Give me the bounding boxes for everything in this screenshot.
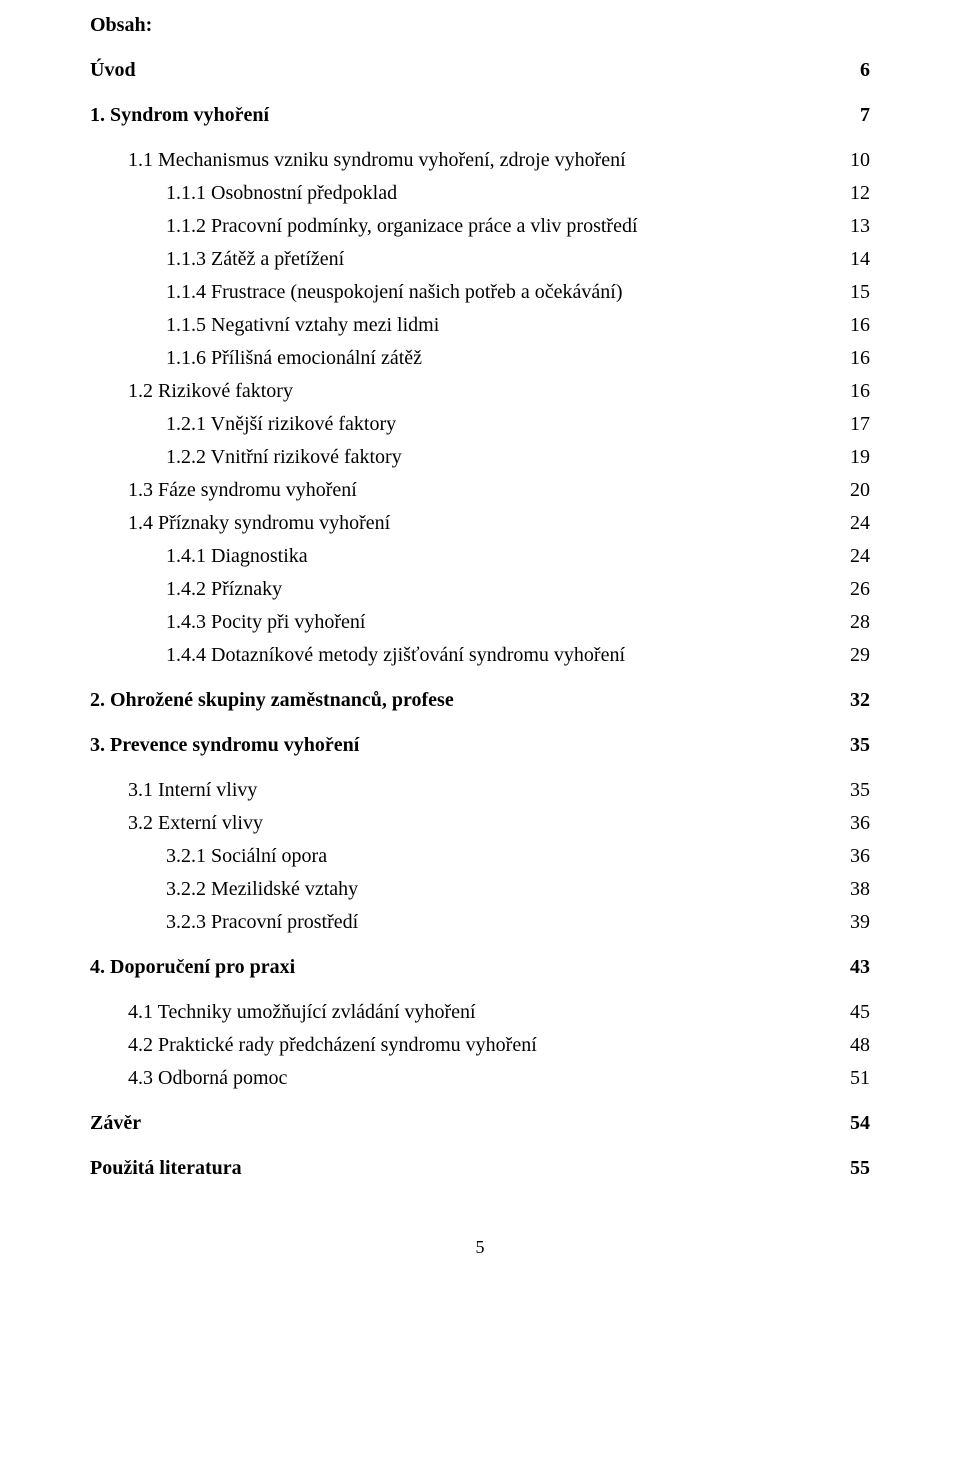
toc-entry: 3.2.1 Sociální opora 36 [90, 841, 870, 872]
toc-entry: 1. Syndrom vyhoření 7 [90, 100, 870, 131]
toc-entry: Závěr 54 [90, 1108, 870, 1139]
toc-entry-page: 36 [842, 841, 870, 872]
toc-entry-label: 3.2.2 Mezilidské vztahy [166, 874, 358, 905]
toc-entry-label: 1.1.4 Frustrace (neuspokojení našich pot… [166, 277, 623, 308]
toc-entry-label: 1.4.2 Příznaky [166, 574, 282, 605]
toc-entry-label: 1.1.3 Zátěž a přetížení [166, 244, 344, 275]
toc-entry: 1.4.4 Dotazníkové metody zjišťování synd… [90, 640, 870, 671]
toc-entry: 1.4.3 Pocity při vyhoření 28 [90, 607, 870, 638]
toc-entry-label: 4. Doporučení pro praxi [90, 952, 295, 983]
toc-entry-label: 3.2.3 Pracovní prostředí [166, 907, 358, 938]
toc-entry-label: 1.4.1 Diagnostika [166, 541, 308, 572]
toc-entry-page: 14 [842, 244, 870, 275]
toc-entry-page: 36 [842, 808, 870, 839]
toc-entry: 1.1.3 Zátěž a přetížení 14 [90, 244, 870, 275]
toc-entry: 3.2 Externí vlivy 36 [90, 808, 870, 839]
toc-entry-label: 1.2.1 Vnější rizikové faktory [166, 409, 396, 440]
toc-entry: 1.2.1 Vnější rizikové faktory 17 [90, 409, 870, 440]
toc-entry: Použitá literatura 55 [90, 1153, 870, 1184]
toc-entry: 4.3 Odborná pomoc 51 [90, 1063, 870, 1094]
toc-entry: 3.2.2 Mezilidské vztahy 38 [90, 874, 870, 905]
toc-entry: Úvod 6 [90, 55, 870, 86]
toc-entry-page: 13 [842, 211, 870, 242]
toc-entry: 3. Prevence syndromu vyhoření 35 [90, 730, 870, 761]
toc-entry-label: 1.4.4 Dotazníkové metody zjišťování synd… [166, 640, 625, 671]
toc-entry-label: Závěr [90, 1108, 141, 1139]
toc-entry: 4.2 Praktické rady předcházení syndromu … [90, 1030, 870, 1061]
toc-entry-page: 54 [842, 1108, 870, 1139]
toc-entry-page: 17 [842, 409, 870, 440]
table-of-contents: Úvod 6 1. Syndrom vyhoření 7 1.1 Mechanismus… [90, 55, 870, 1184]
toc-entry-page: 6 [842, 55, 870, 86]
toc-entry-page: 12 [842, 178, 870, 209]
toc-entry-label: 1.2.2 Vnitřní rizikové faktory [166, 442, 402, 473]
toc-entry: 1.2 Rizikové faktory 16 [90, 376, 870, 407]
toc-entry-page: 26 [842, 574, 870, 605]
toc-entry-label: 3.2 Externí vlivy [128, 808, 263, 839]
toc-entry-page: 55 [842, 1153, 870, 1184]
toc-entry: 1.4.2 Příznaky 26 [90, 574, 870, 605]
toc-entry-label: Použitá literatura [90, 1153, 242, 1184]
toc-entry-page: 28 [842, 607, 870, 638]
toc-entry-page: 19 [842, 442, 870, 473]
toc-entry: 1.1 Mechanismus vzniku syndromu vyhoření… [90, 145, 870, 176]
toc-entry-label: 2. Ohrožené skupiny zaměstnanců, profese [90, 685, 454, 716]
toc-entry: 1.3 Fáze syndromu vyhoření 20 [90, 475, 870, 506]
toc-entry: 1.1.1 Osobnostní předpoklad 12 [90, 178, 870, 209]
toc-entry-page: 48 [842, 1030, 870, 1061]
toc-entry: 1.2.2 Vnitřní rizikové faktory 19 [90, 442, 870, 473]
toc-entry-page: 35 [842, 775, 870, 806]
toc-heading: Obsah: [90, 10, 870, 41]
toc-entry-label: Úvod [90, 55, 136, 86]
toc-entry-page: 39 [842, 907, 870, 938]
toc-entry-page: 7 [842, 100, 870, 131]
toc-entry-label: 1. Syndrom vyhoření [90, 100, 269, 131]
toc-entry-page: 45 [842, 997, 870, 1028]
toc-entry-page: 35 [842, 730, 870, 761]
toc-entry-label: 4.1 Techniky umožňující zvládání vyhořen… [128, 997, 476, 1028]
toc-entry-page: 29 [842, 640, 870, 671]
toc-entry-label: 1.1.6 Přílišná emocionální zátěž [166, 343, 422, 374]
toc-entry: 4. Doporučení pro praxi 43 [90, 952, 870, 983]
toc-entry-page: 24 [842, 508, 870, 539]
toc-entry-label: 1.1.5 Negativní vztahy mezi lidmi [166, 310, 439, 341]
toc-entry: 1.1.2 Pracovní podmínky, organizace prác… [90, 211, 870, 242]
page-number: 5 [90, 1234, 870, 1262]
toc-entry-page: 20 [842, 475, 870, 506]
toc-entry: 1.1.5 Negativní vztahy mezi lidmi 16 [90, 310, 870, 341]
toc-entry: 4.1 Techniky umožňující zvládání vyhořen… [90, 997, 870, 1028]
toc-entry: 1.1.4 Frustrace (neuspokojení našich pot… [90, 277, 870, 308]
toc-entry-page: 43 [842, 952, 870, 983]
toc-entry: 2. Ohrožené skupiny zaměstnanců, profese… [90, 685, 870, 716]
toc-entry: 3.1 Interní vlivy 35 [90, 775, 870, 806]
toc-entry: 3.2.3 Pracovní prostředí 39 [90, 907, 870, 938]
toc-entry-page: 16 [842, 343, 870, 374]
toc-entry-page: 16 [842, 376, 870, 407]
toc-entry-label: 1.2 Rizikové faktory [128, 376, 293, 407]
toc-entry-label: 1.1.1 Osobnostní předpoklad [166, 178, 397, 209]
toc-entry-label: 4.2 Praktické rady předcházení syndromu … [128, 1030, 537, 1061]
toc-entry-label: 4.3 Odborná pomoc [128, 1063, 287, 1094]
toc-entry-label: 1.1.2 Pracovní podmínky, organizace prác… [166, 211, 638, 242]
toc-entry: 1.4 Příznaky syndromu vyhoření 24 [90, 508, 870, 539]
toc-entry-label: 1.4 Příznaky syndromu vyhoření [128, 508, 390, 539]
toc-entry: 1.4.1 Diagnostika 24 [90, 541, 870, 572]
toc-entry-page: 16 [842, 310, 870, 341]
toc-entry-page: 10 [842, 145, 870, 176]
toc-entry: 1.1.6 Přílišná emocionální zátěž 16 [90, 343, 870, 374]
toc-entry-label: 3.1 Interní vlivy [128, 775, 257, 806]
toc-entry-page: 32 [842, 685, 870, 716]
toc-entry-page: 51 [842, 1063, 870, 1094]
toc-entry-label: 3.2.1 Sociální opora [166, 841, 327, 872]
toc-entry-label: 1.3 Fáze syndromu vyhoření [128, 475, 357, 506]
toc-entry-label: 1.4.3 Pocity při vyhoření [166, 607, 365, 638]
toc-entry-page: 15 [842, 277, 870, 308]
toc-entry-label: 3. Prevence syndromu vyhoření [90, 730, 359, 761]
toc-entry-page: 24 [842, 541, 870, 572]
toc-entry-page: 38 [842, 874, 870, 905]
toc-entry-label: 1.1 Mechanismus vzniku syndromu vyhoření… [128, 145, 626, 176]
